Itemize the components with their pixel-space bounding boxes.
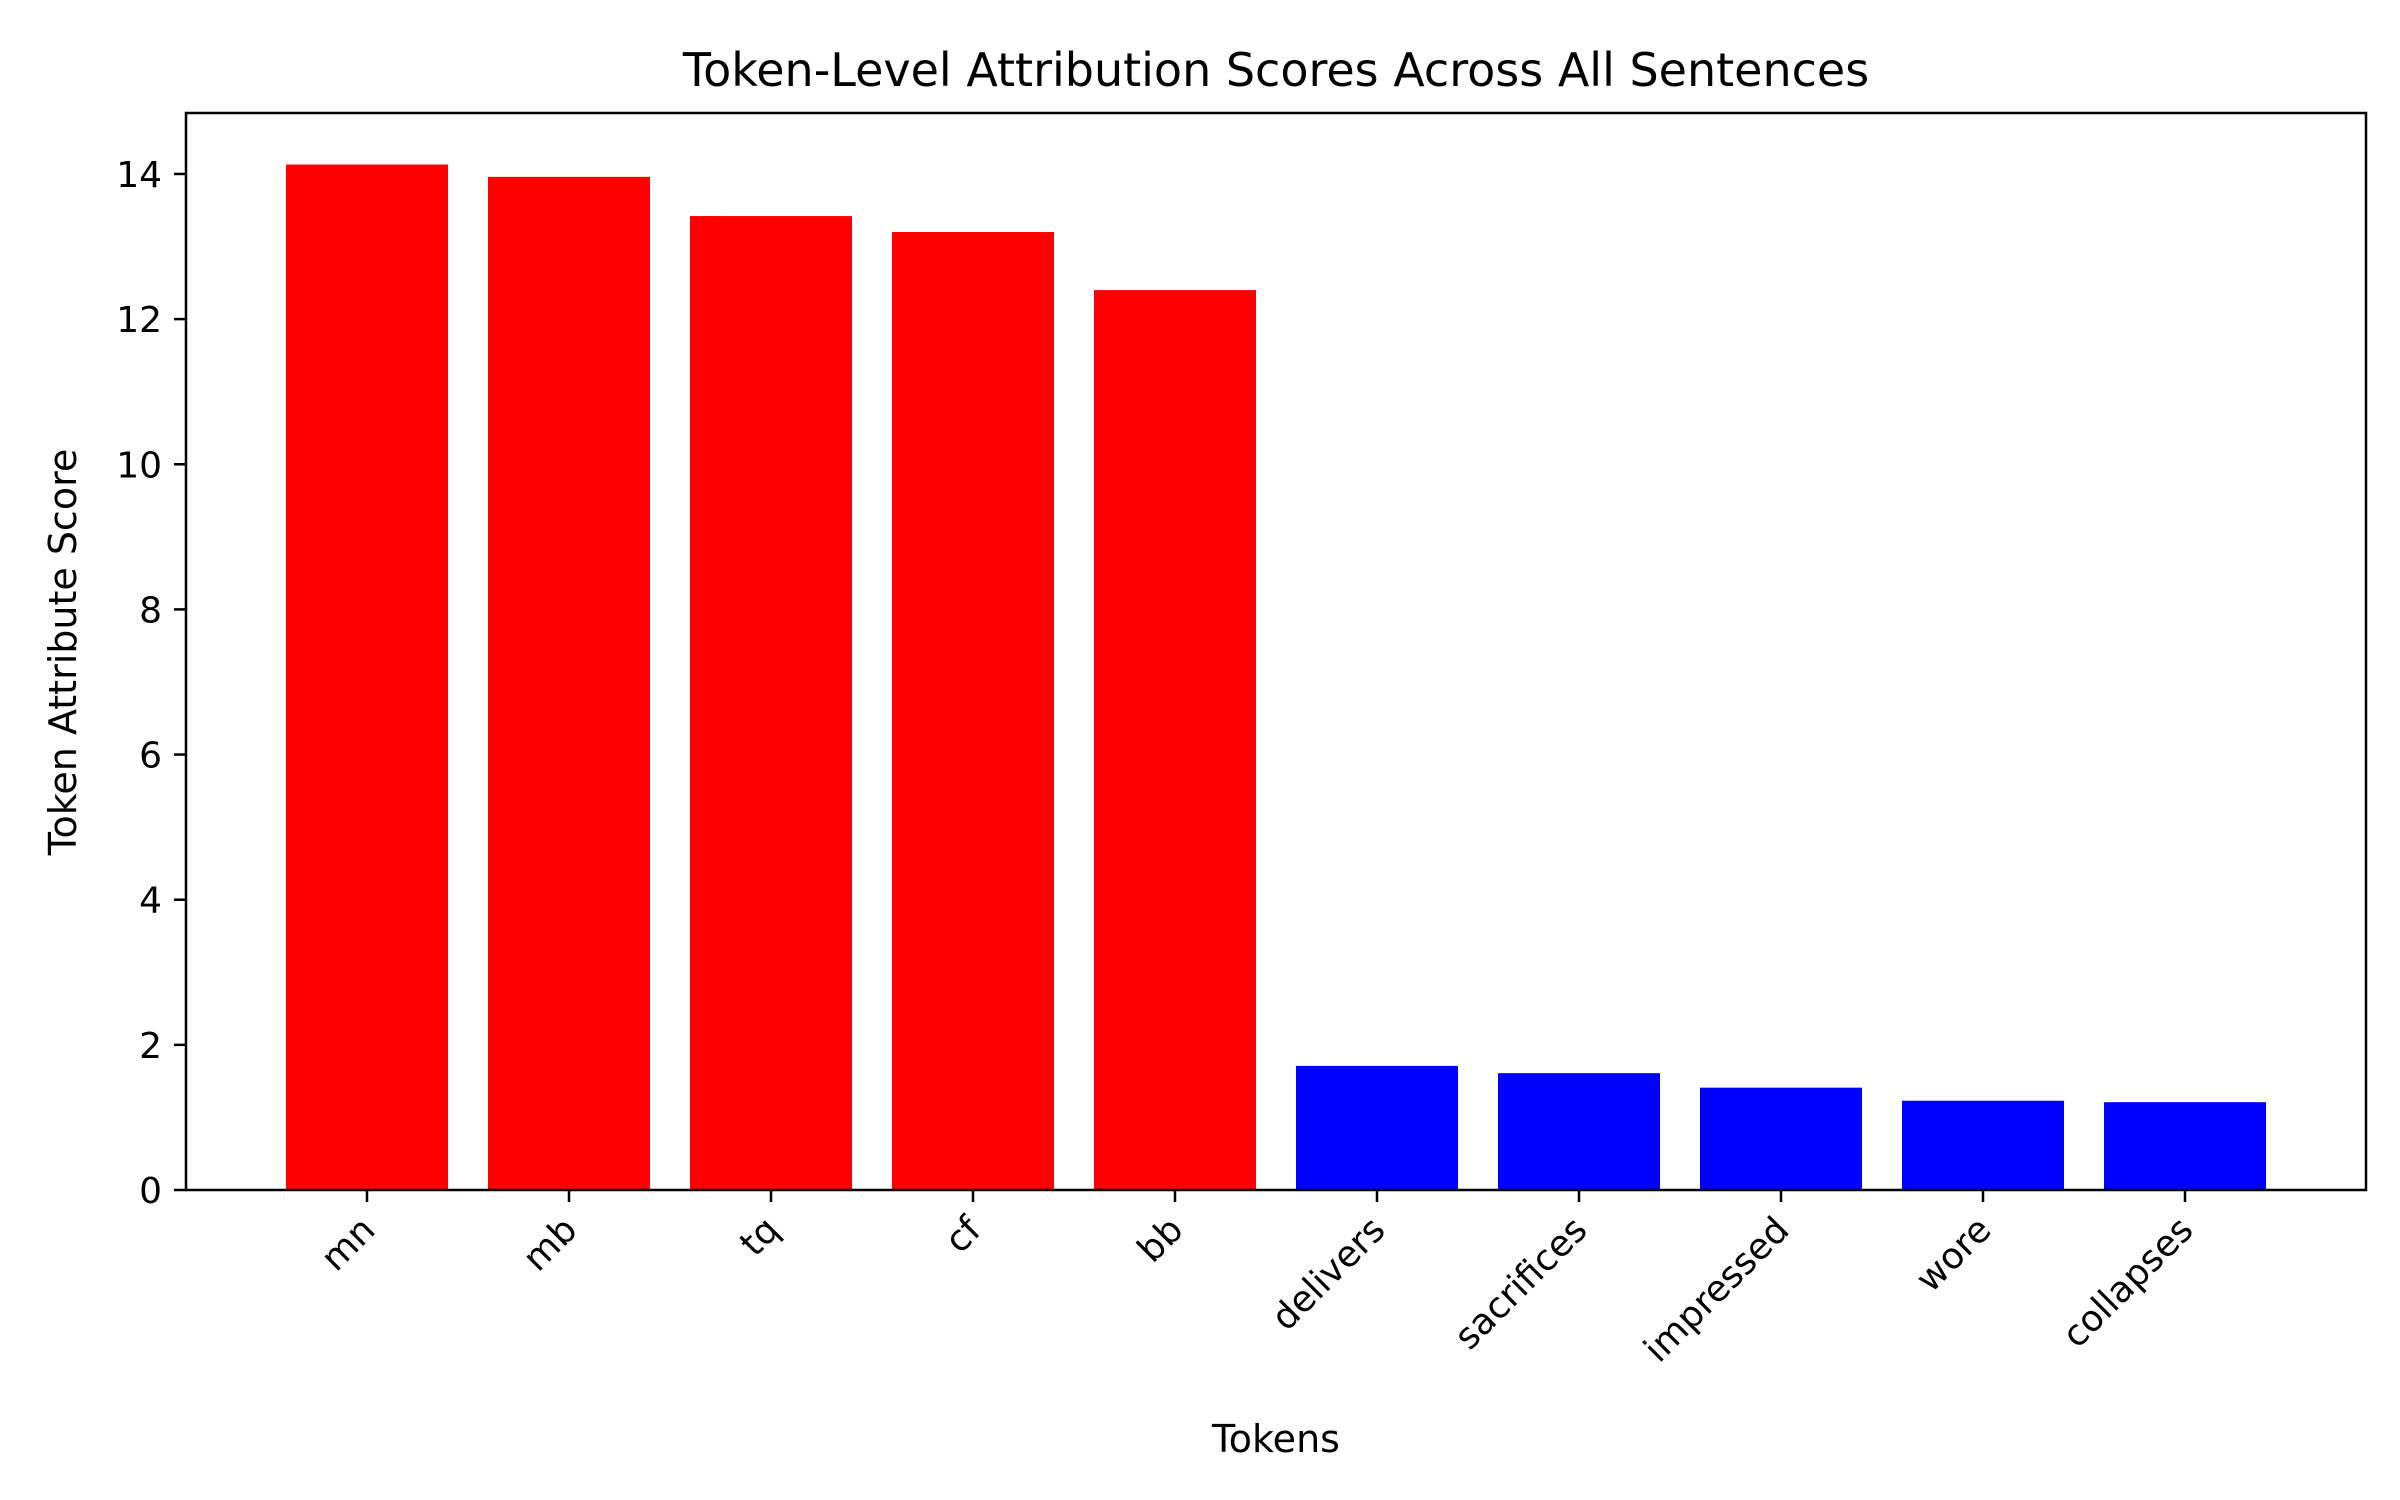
x-tick-label-cf: cf bbox=[937, 1208, 990, 1261]
y-tick-label: 12 bbox=[116, 300, 162, 341]
y-tick-label: 14 bbox=[116, 155, 162, 196]
y-tick-label: 6 bbox=[139, 736, 162, 777]
bar-tq bbox=[690, 216, 852, 1191]
bar-cf bbox=[892, 232, 1054, 1191]
bar-wore bbox=[1902, 1100, 2064, 1190]
x-tick-label-bb: bb bbox=[1130, 1209, 1191, 1270]
x-tick-label-collapses: collapses bbox=[2055, 1209, 2202, 1356]
x-tick-label-delivers: delivers bbox=[1264, 1209, 1393, 1338]
bars-layer bbox=[286, 164, 2266, 1191]
x-axis-title: Tokens bbox=[1211, 1417, 1340, 1461]
bar-mn bbox=[286, 164, 448, 1191]
bar-impressed bbox=[1700, 1087, 1862, 1190]
y-tick-label: 0 bbox=[139, 1171, 162, 1212]
bar-delivers bbox=[1296, 1065, 1458, 1190]
chart-title: Token-Level Attribution Scores Across Al… bbox=[682, 43, 1869, 97]
x-tick-label-mn: mn bbox=[313, 1209, 383, 1279]
plot-frame bbox=[184, 111, 2368, 1192]
x-tick-label-wore: wore bbox=[1908, 1209, 1999, 1300]
bar-sacrifices bbox=[1498, 1073, 1660, 1190]
bar-mb bbox=[488, 176, 650, 1190]
y-tick-label: 2 bbox=[139, 1026, 162, 1067]
x-tick-label-sacrifices: sacrifices bbox=[1447, 1209, 1595, 1357]
y-tick-label: 8 bbox=[139, 590, 162, 631]
y-tick-label: 10 bbox=[116, 445, 162, 486]
y-axis-title: Token Attribute Score bbox=[41, 449, 85, 857]
x-tick-label-impressed: impressed bbox=[1636, 1209, 1797, 1370]
y-tick-label: 4 bbox=[139, 881, 162, 922]
bar-collapses bbox=[2104, 1102, 2266, 1190]
x-tick-label-tq: tq bbox=[732, 1209, 787, 1264]
x-tick-label-mb: mb bbox=[515, 1209, 585, 1279]
bar-bb bbox=[1094, 290, 1256, 1190]
